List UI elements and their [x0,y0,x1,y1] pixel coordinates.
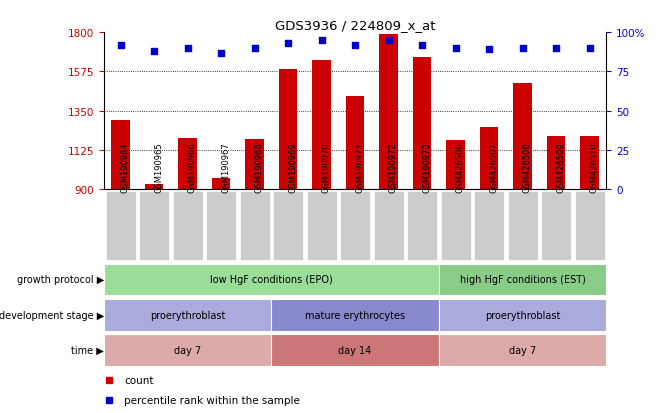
Text: GSM426510: GSM426510 [590,142,598,192]
Text: GSM190969: GSM190969 [288,142,297,192]
Bar [104,334,271,366]
Bar [407,191,437,261]
Point [182,45,193,52]
Text: GSM426506: GSM426506 [456,142,464,192]
Text: time ▶: time ▶ [71,345,104,355]
Text: GSM190973: GSM190973 [422,142,431,192]
Bar [374,191,403,261]
Bar [178,138,197,190]
Text: proerythroblast: proerythroblast [485,310,560,320]
Point [216,50,226,57]
Bar [541,191,571,261]
Bar [508,191,537,261]
Text: development stage ▶: development stage ▶ [0,310,104,320]
Point [249,45,260,52]
Point [316,38,327,44]
Bar [271,334,439,366]
Text: GSM190967: GSM190967 [221,142,230,192]
Point [551,45,561,52]
Point [584,45,595,52]
Bar [306,191,337,261]
Text: proerythroblast: proerythroblast [150,310,225,320]
Point [383,38,394,44]
Text: growth protocol ▶: growth protocol ▶ [17,275,104,285]
Title: GDS3936 / 224809_x_at: GDS3936 / 224809_x_at [275,19,436,32]
Bar [413,57,431,190]
Bar [446,140,465,190]
Point [350,42,360,49]
Bar [271,299,439,331]
Bar [273,191,303,261]
Point [115,42,126,49]
Text: percentile rank within the sample: percentile rank within the sample [124,395,300,405]
Text: GSM190966: GSM190966 [188,142,196,192]
Bar [106,191,135,261]
Bar [513,83,532,190]
Bar [139,191,169,261]
Point [484,47,494,54]
Text: low HgF conditions (EPO): low HgF conditions (EPO) [210,275,333,285]
Bar [441,191,470,261]
Text: GSM190970: GSM190970 [322,142,330,192]
Bar [145,185,163,190]
Text: count: count [124,375,153,385]
Bar [212,179,230,190]
Text: day 7: day 7 [174,345,201,355]
Text: GSM190965: GSM190965 [154,142,163,192]
Point [283,41,293,47]
Bar [173,191,203,261]
Text: GSM190968: GSM190968 [255,142,263,192]
Bar [439,334,606,366]
Bar [480,127,498,190]
Point [149,49,159,55]
Text: GSM426508: GSM426508 [523,142,531,192]
Bar [574,191,604,261]
Text: GSM190964: GSM190964 [121,142,129,192]
Point [450,45,461,52]
Bar [340,191,370,261]
Bar [547,137,565,190]
Text: GSM426507: GSM426507 [489,142,498,192]
Point [417,42,427,49]
Bar [206,191,236,261]
Bar [439,264,606,296]
Bar [580,137,599,190]
Bar [245,140,264,190]
Text: GSM190971: GSM190971 [355,142,364,192]
Text: GSM190972: GSM190972 [389,142,397,192]
Text: high HgF conditions (EST): high HgF conditions (EST) [460,275,586,285]
Text: day 14: day 14 [338,345,372,355]
Bar [279,70,297,190]
Bar [240,191,269,261]
Bar [439,299,606,331]
Bar [104,299,271,331]
Bar [312,61,331,190]
Bar [111,121,130,190]
Point [517,45,528,52]
Text: day 7: day 7 [509,345,536,355]
Bar [379,35,398,190]
Bar [104,264,439,296]
Text: mature erythrocytes: mature erythrocytes [305,310,405,320]
Text: GSM426509: GSM426509 [556,142,565,192]
Bar [346,97,364,190]
Bar [474,191,505,261]
